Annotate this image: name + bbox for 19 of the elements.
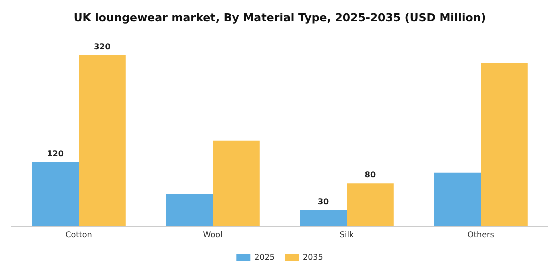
x-tick-label: Others xyxy=(468,230,494,240)
chart-title: UK loungewear market, By Material Type, 2025-2035 (USD Million) xyxy=(74,11,486,24)
data-label: 30 xyxy=(318,197,330,206)
bar xyxy=(434,172,481,226)
x-tick-label: Wool xyxy=(203,230,223,240)
data-label: 120 xyxy=(47,149,64,158)
bar xyxy=(481,63,528,226)
data-label: 80 xyxy=(364,170,376,180)
bar xyxy=(347,184,394,226)
bar xyxy=(300,210,347,226)
x-tick-label: Cotton xyxy=(66,230,92,240)
bar xyxy=(79,55,126,226)
legend-label: 2035 xyxy=(303,253,324,262)
legend-label: 2025 xyxy=(254,253,275,262)
x-tick-label: Silk xyxy=(340,230,354,240)
bar xyxy=(166,194,213,226)
data-label: 320 xyxy=(94,42,112,52)
bar xyxy=(32,162,79,226)
bar xyxy=(213,140,260,226)
